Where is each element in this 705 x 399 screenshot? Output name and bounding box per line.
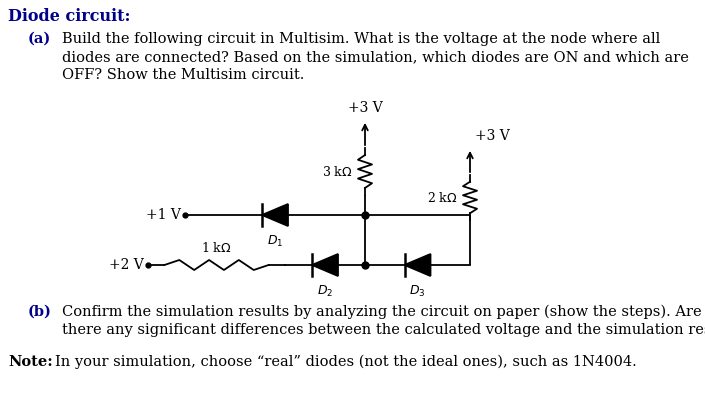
- Polygon shape: [405, 254, 431, 276]
- Text: 1 k$\Omega$: 1 k$\Omega$: [201, 241, 232, 255]
- Text: 2 k$\Omega$: 2 k$\Omega$: [427, 190, 458, 205]
- Text: +2 V: +2 V: [109, 258, 144, 272]
- Text: Note:: Note:: [8, 355, 53, 369]
- Polygon shape: [312, 254, 338, 276]
- Text: $D_3$: $D_3$: [409, 284, 426, 299]
- Text: there any significant differences between the calculated voltage and the simulat: there any significant differences betwee…: [62, 323, 705, 337]
- Text: Diode circuit:: Diode circuit:: [8, 8, 130, 25]
- Text: $D_1$: $D_1$: [266, 234, 283, 249]
- Text: +3 V: +3 V: [475, 129, 510, 143]
- Text: Build the following circuit in Multisim. What is the voltage at the node where a: Build the following circuit in Multisim.…: [62, 32, 661, 46]
- Text: +1 V: +1 V: [146, 208, 181, 222]
- Text: Confirm the simulation results by analyzing the circuit on paper (show the steps: Confirm the simulation results by analyz…: [62, 305, 701, 319]
- Text: $D_2$: $D_2$: [317, 284, 333, 299]
- Polygon shape: [262, 204, 288, 226]
- Text: diodes are connected? Based on the simulation, which diodes are ON and which are: diodes are connected? Based on the simul…: [62, 50, 689, 64]
- Text: +3 V: +3 V: [348, 101, 382, 115]
- Text: (b): (b): [28, 305, 52, 319]
- Text: OFF? Show the Multisim circuit.: OFF? Show the Multisim circuit.: [62, 68, 305, 82]
- Text: (a): (a): [28, 32, 51, 46]
- Text: 3 k$\Omega$: 3 k$\Omega$: [322, 164, 353, 178]
- Text: In your simulation, choose “real” diodes (not the ideal ones), such as 1N4004.: In your simulation, choose “real” diodes…: [55, 355, 637, 369]
